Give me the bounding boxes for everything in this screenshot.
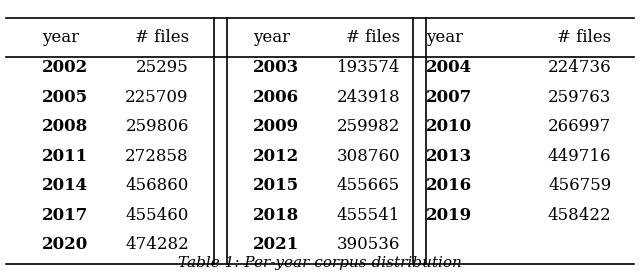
Text: 2010: 2010: [426, 118, 472, 135]
Text: 455665: 455665: [337, 177, 400, 194]
Text: 449716: 449716: [548, 148, 611, 165]
Text: 390536: 390536: [337, 236, 400, 253]
Text: 2008: 2008: [42, 118, 88, 135]
Text: 2016: 2016: [426, 177, 472, 194]
Text: 474282: 474282: [125, 236, 189, 253]
Text: 243918: 243918: [337, 89, 400, 106]
Text: 2021: 2021: [253, 236, 299, 253]
Text: 266997: 266997: [548, 118, 611, 135]
Text: # files: # files: [557, 29, 611, 46]
Text: 2013: 2013: [426, 148, 472, 165]
Text: Table 1: Per-year corpus distribution: Table 1: Per-year corpus distribution: [178, 256, 462, 270]
Text: year: year: [253, 29, 290, 46]
Text: 2015: 2015: [253, 177, 299, 194]
Text: 2002: 2002: [42, 59, 88, 76]
Text: 224736: 224736: [548, 59, 611, 76]
Text: 456860: 456860: [125, 177, 189, 194]
Text: 25295: 25295: [136, 59, 189, 76]
Text: 2004: 2004: [426, 59, 472, 76]
Text: 272858: 272858: [125, 148, 189, 165]
Text: 2018: 2018: [253, 207, 299, 224]
Text: 2009: 2009: [253, 118, 299, 135]
Text: 2014: 2014: [42, 177, 88, 194]
Text: year: year: [42, 29, 79, 46]
Text: 308760: 308760: [337, 148, 400, 165]
Text: 2005: 2005: [42, 89, 88, 106]
Text: # files: # files: [134, 29, 189, 46]
Text: 259806: 259806: [125, 118, 189, 135]
Text: 2007: 2007: [426, 89, 472, 106]
Text: 2019: 2019: [426, 207, 472, 224]
Text: 2006: 2006: [253, 89, 299, 106]
Text: 225709: 225709: [125, 89, 189, 106]
Text: 458422: 458422: [548, 207, 611, 224]
Text: 2003: 2003: [253, 59, 299, 76]
Text: 259763: 259763: [548, 89, 611, 106]
Text: 455460: 455460: [125, 207, 189, 224]
Text: 2020: 2020: [42, 236, 88, 253]
Text: 456759: 456759: [548, 177, 611, 194]
Text: # files: # files: [346, 29, 400, 46]
Text: 259982: 259982: [337, 118, 400, 135]
Text: 2017: 2017: [42, 207, 88, 224]
Text: 193574: 193574: [337, 59, 400, 76]
Text: 2012: 2012: [253, 148, 299, 165]
Text: 455541: 455541: [337, 207, 400, 224]
Text: 2011: 2011: [42, 148, 88, 165]
Text: year: year: [426, 29, 463, 46]
